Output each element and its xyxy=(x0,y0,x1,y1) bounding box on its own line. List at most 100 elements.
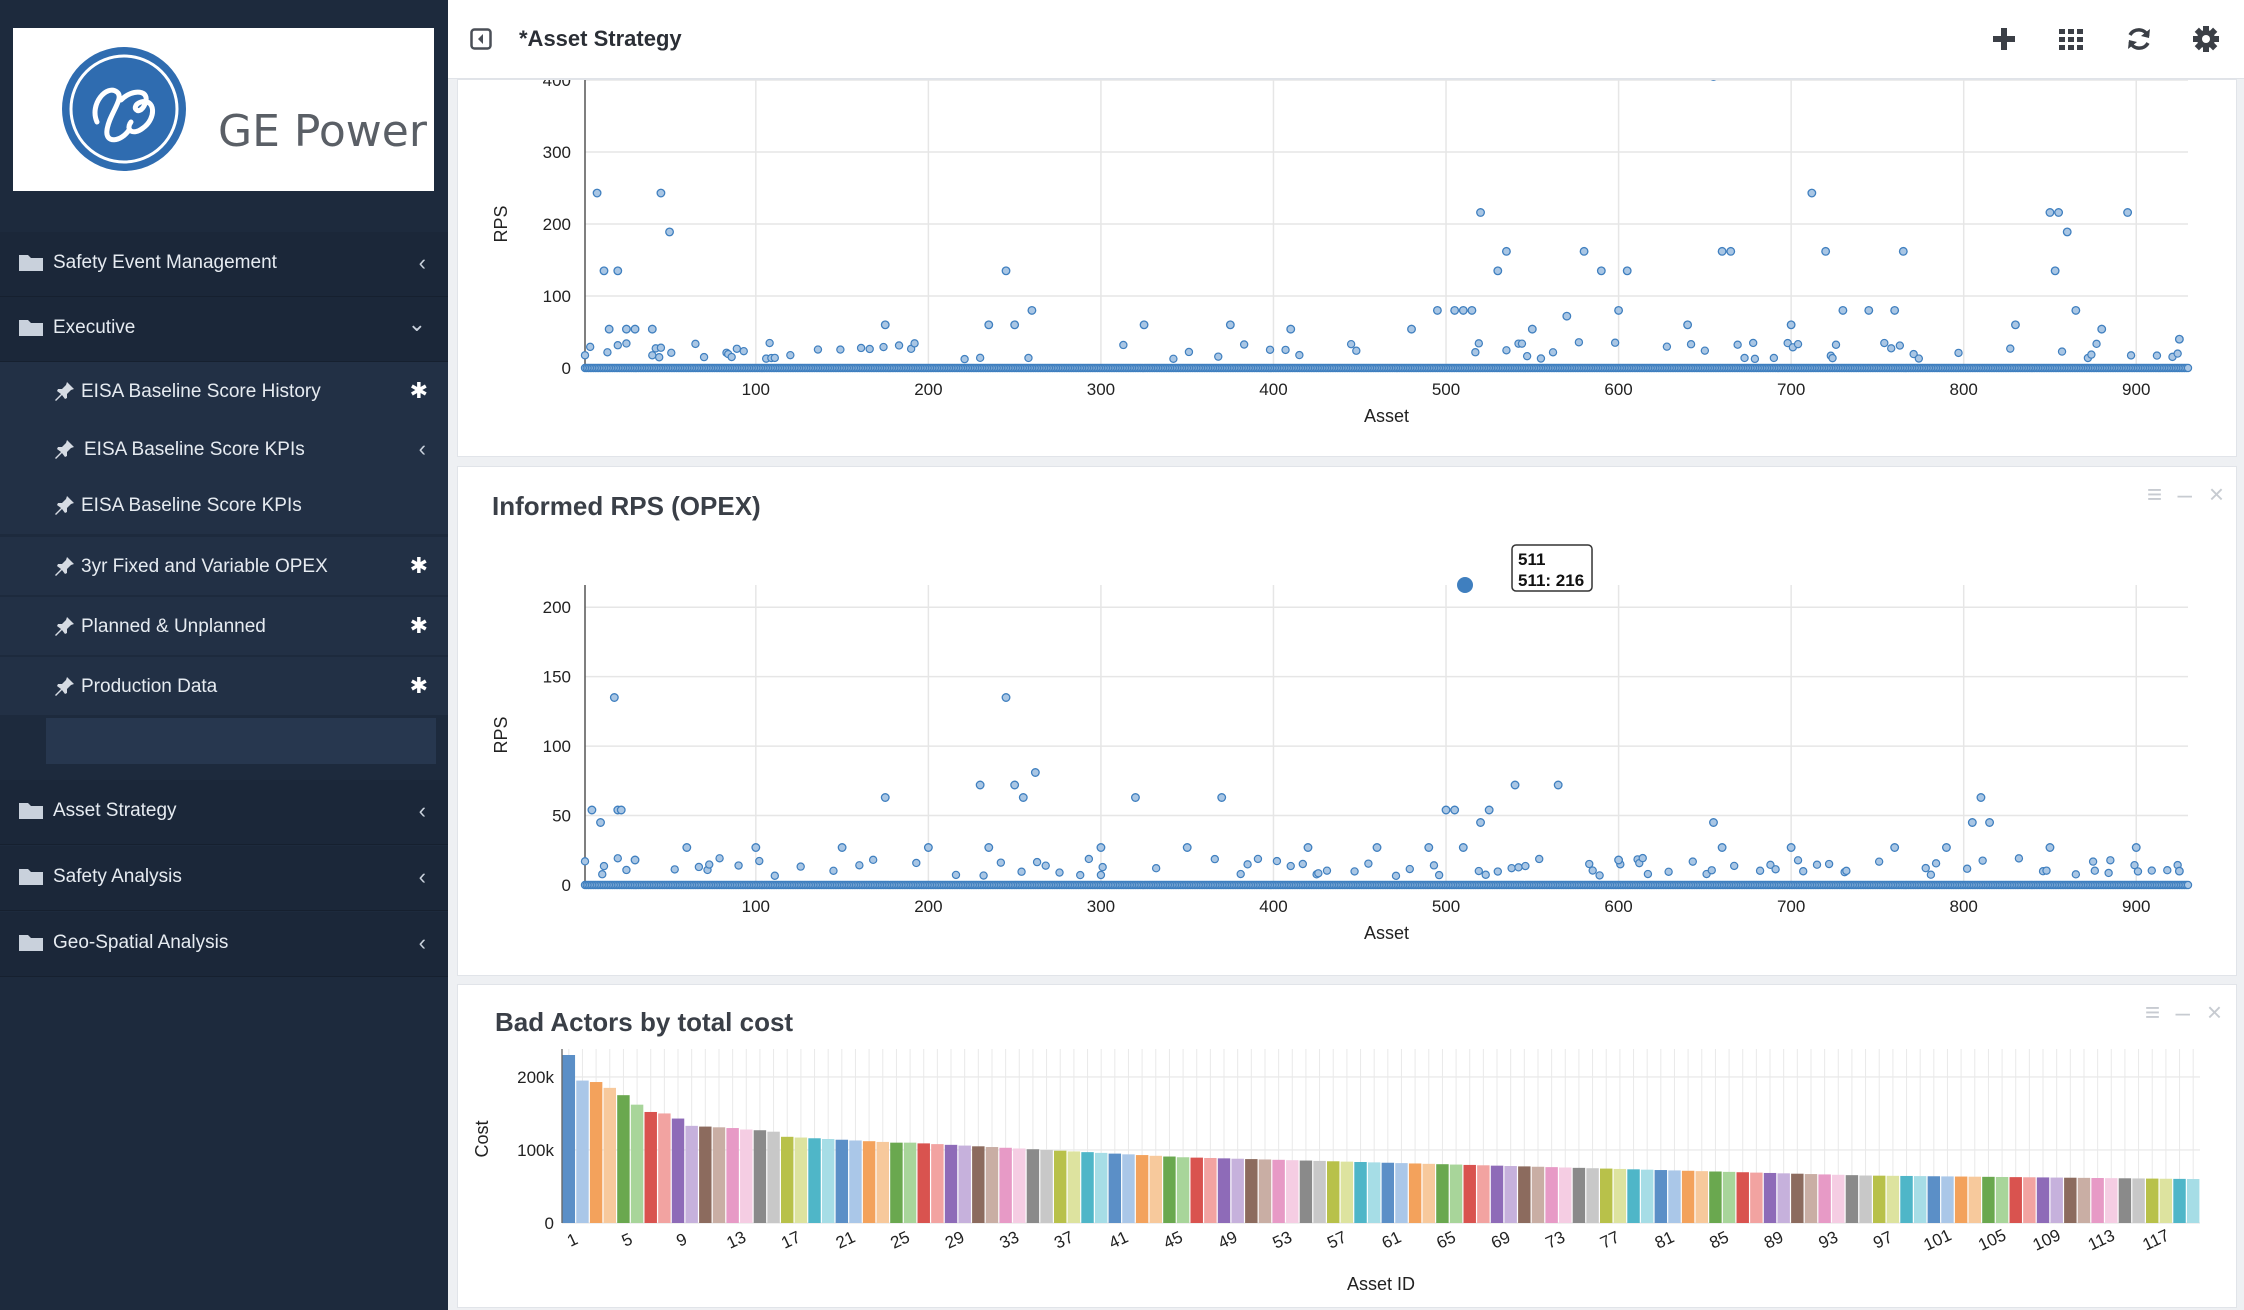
data-point xyxy=(1272,856,1282,866)
sidebar-item-label: Safety Analysis xyxy=(53,866,182,887)
grid-icon[interactable] xyxy=(2056,24,2086,54)
bar xyxy=(1613,1168,1627,1223)
data-point xyxy=(1510,780,1520,790)
pin-icon xyxy=(55,617,74,636)
sidebar-subitem-3yr-opex[interactable]: 3yr Fixed and Variable OPEX ✱ xyxy=(0,537,448,595)
bar xyxy=(1750,1172,1763,1223)
highlighted-point xyxy=(1457,577,1474,593)
data-point xyxy=(1474,339,1484,348)
data-point xyxy=(1664,867,1673,876)
bar xyxy=(1681,1170,1695,1223)
data-point xyxy=(1717,843,1727,852)
data-point xyxy=(1098,862,1107,872)
sidebar-item-safety-analysis[interactable]: Safety Analysis ‹ xyxy=(0,846,448,911)
data-point xyxy=(1017,867,1026,876)
sidebar-subitem-eisa-baseline-score-kpis-2[interactable]: EISA Baseline Score KPIs xyxy=(0,476,448,534)
bar xyxy=(835,1139,849,1223)
bar xyxy=(1067,1151,1081,1223)
sidebar-item-safety-event-management[interactable]: Safety Event Management ‹ xyxy=(0,232,448,297)
sidebar-subitem-empty[interactable] xyxy=(46,718,436,764)
data-point xyxy=(1314,869,1323,878)
data-point xyxy=(1962,864,1972,873)
data-point xyxy=(910,339,919,348)
bar xyxy=(2118,1178,2132,1223)
x-tick-label: 73 xyxy=(1543,1227,1568,1252)
sidebar-subitem-eisa-baseline-score-kpis[interactable]: EISA Baseline Score KPIs ‹ xyxy=(0,420,448,478)
data-point xyxy=(1824,859,1834,869)
pin-icon xyxy=(55,677,74,696)
data-point xyxy=(1709,818,1718,827)
data-point xyxy=(1926,870,1936,879)
bar xyxy=(1408,1163,1422,1223)
data-point xyxy=(1522,351,1532,361)
sidebar-subitem-eisa-baseline-score-history[interactable]: EISA Baseline Score History ✱ xyxy=(0,362,448,420)
data-point xyxy=(1295,350,1304,360)
gear-icon[interactable] xyxy=(2191,24,2221,54)
folder-icon xyxy=(19,255,43,271)
bar xyxy=(1081,1152,1094,1223)
data-point xyxy=(1614,855,1624,865)
close-icon[interactable]: × xyxy=(2206,997,2222,1027)
data-point xyxy=(979,871,988,880)
chevron-left-icon: ‹ xyxy=(418,436,426,461)
bar xyxy=(985,1147,999,1223)
x-tick-label: 17 xyxy=(778,1227,803,1252)
close-icon[interactable]: × xyxy=(2208,479,2224,509)
minimize-icon[interactable]: – xyxy=(2175,997,2190,1027)
data-point xyxy=(705,860,714,869)
data-point xyxy=(1985,818,1995,827)
plus-icon[interactable] xyxy=(1989,24,2019,54)
bar xyxy=(603,1087,616,1223)
bar xyxy=(1559,1167,1572,1223)
bar xyxy=(2091,1178,2104,1223)
sidebar: GE Power Safety Event Management ‹ Execu… xyxy=(0,0,448,1310)
refresh-icon[interactable] xyxy=(2124,24,2154,54)
brand-name: GE Power xyxy=(218,106,427,157)
data-point xyxy=(1880,338,1889,348)
sidebar-subitem-planned-unplanned[interactable]: Planned & Unplanned ✱ xyxy=(0,597,448,655)
sidebar-item-asset-strategy[interactable]: Asset Strategy ‹ xyxy=(0,780,448,845)
minimize-icon[interactable]: – xyxy=(2177,479,2192,509)
data-point xyxy=(879,342,888,352)
data-point xyxy=(1976,793,1986,802)
brand-logo[interactable]: GE Power xyxy=(13,28,434,191)
x-tick-label: 600 xyxy=(1604,380,1632,399)
bar xyxy=(576,1080,589,1223)
sidebar-item-executive[interactable]: Executive ⌄ xyxy=(0,297,448,362)
data-point xyxy=(1517,339,1527,348)
data-point xyxy=(1151,863,1161,873)
data-point xyxy=(923,843,933,852)
bar xyxy=(1272,1159,1285,1223)
data-point xyxy=(1548,348,1558,357)
data-point xyxy=(1243,860,1252,869)
x-tick-label: 49 xyxy=(1215,1227,1240,1252)
data-point xyxy=(2045,843,2055,852)
y-axis-label: RPS xyxy=(491,716,511,753)
data-point xyxy=(599,861,609,871)
data-point xyxy=(1281,345,1290,355)
data-point xyxy=(2173,349,2182,358)
menu-icon[interactable]: ≡ xyxy=(2144,997,2160,1027)
data-point xyxy=(2174,334,2184,344)
bar xyxy=(1545,1167,1558,1223)
data-point xyxy=(755,856,764,866)
data-point xyxy=(1643,869,1653,879)
data-point xyxy=(1253,854,1263,864)
collapse-icon[interactable] xyxy=(470,28,492,50)
data-point xyxy=(1474,866,1484,876)
bar xyxy=(849,1140,862,1223)
y-tick-label: 200k xyxy=(517,1068,554,1087)
data-point xyxy=(2130,860,2139,870)
data-point xyxy=(1225,320,1235,330)
sidebar-subitem-production-data[interactable]: Production Data ✱ xyxy=(0,657,448,715)
x-tick-label: 900 xyxy=(2122,380,2150,399)
data-point xyxy=(1978,856,1987,865)
data-point xyxy=(1799,867,1808,876)
menu-icon[interactable]: ≡ xyxy=(2146,479,2162,509)
data-point xyxy=(596,818,605,827)
bar xyxy=(903,1142,917,1223)
data-point xyxy=(751,843,761,852)
sidebar-item-geo-spatial-analysis[interactable]: Geo-Spatial Analysis ‹ xyxy=(0,912,448,977)
data-point xyxy=(1831,340,1841,349)
bar xyxy=(821,1139,835,1223)
